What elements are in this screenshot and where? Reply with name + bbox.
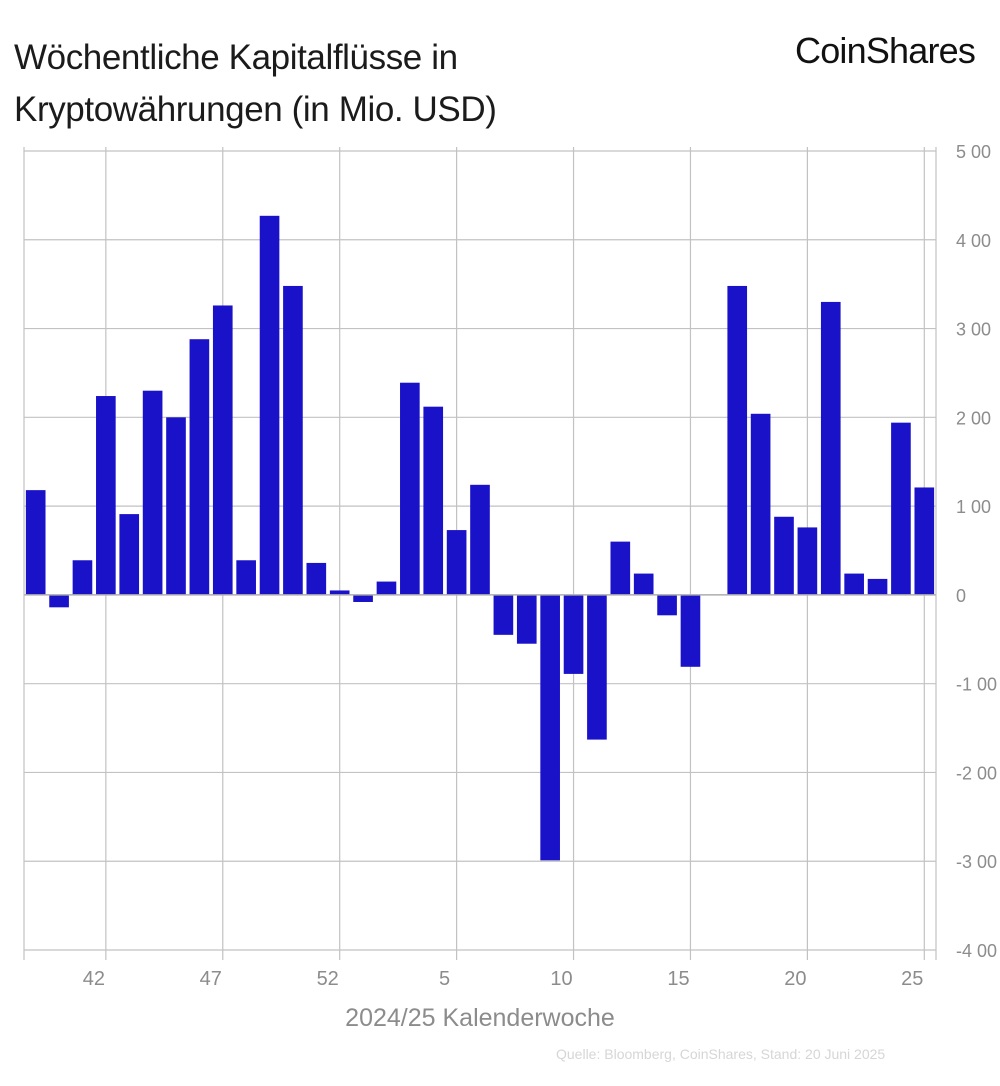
bar-week-47	[212, 305, 233, 595]
bar-week-24	[891, 422, 911, 595]
y-tick-label: -2 00	[956, 763, 997, 783]
bar-week-25	[914, 487, 935, 595]
y-tick-label: 3 00	[956, 320, 991, 340]
bar-week-51	[306, 562, 327, 595]
y-tick-label: -1 00	[956, 675, 997, 695]
chart-bars	[25, 215, 935, 861]
bar-week-8	[516, 594, 537, 644]
bar-week-44	[142, 390, 163, 595]
bar-week-15	[680, 594, 701, 667]
bar-week-40	[49, 594, 69, 608]
bar-week-23	[867, 578, 888, 595]
bar-week-1	[353, 594, 373, 602]
chart-title: Wöchentliche Kapitalflüsse in Kryptowähr…	[14, 32, 497, 136]
bar-week-45	[166, 417, 186, 595]
x-tick-label: 42	[83, 968, 105, 990]
x-axis-label: 2024/25 Kalenderwoche	[345, 1004, 615, 1032]
bar-week-42	[96, 396, 116, 595]
x-tick-label: 52	[317, 968, 339, 990]
bar-week-17	[727, 285, 748, 595]
bar-week-41	[72, 560, 93, 595]
x-tick-label: 25	[901, 968, 923, 990]
source-note: Quelle: Bloomberg, CoinShares, Stand: 20…	[556, 1046, 886, 1062]
y-tick-label: 2 00	[956, 408, 991, 428]
bar-week-21	[820, 301, 841, 595]
bar-week-46	[189, 339, 210, 595]
bar-week-19	[774, 516, 794, 595]
bar-week-5	[446, 530, 467, 595]
bar-week-9	[540, 594, 560, 861]
bar-week-49	[259, 215, 280, 595]
y-tick-label: -4 00	[956, 941, 997, 961]
bar-week-11	[587, 594, 607, 740]
bar-week-13	[633, 573, 654, 595]
bar-week-7	[493, 594, 514, 635]
y-tick-label: 5 00	[956, 142, 991, 162]
bar-week-2	[376, 581, 397, 595]
y-tick-label: 1 00	[956, 497, 991, 517]
coinshares-logo: CoinShares	[795, 30, 976, 71]
y-axis-ticks: 5 00 4 00 3 00 2 00 1 00 0 -1 00 -2 00 -3 00 -4 0…	[956, 142, 997, 961]
bar-week-52	[329, 590, 350, 595]
x-axis-ticks: 42 47 52 5 10 15 20 25	[83, 968, 924, 990]
bar-week-18	[750, 413, 771, 595]
bar-week-48	[236, 560, 256, 595]
x-tick-label: 15	[667, 968, 689, 990]
bar-week-20	[797, 527, 818, 595]
x-tick-label: 5	[439, 968, 450, 990]
bar-week-4	[423, 406, 444, 595]
bar-week-39	[25, 490, 46, 595]
x-tick-label: 47	[200, 968, 222, 990]
bar-week-14	[657, 594, 677, 616]
x-tick-label: 10	[550, 968, 572, 990]
bar-week-50	[283, 285, 303, 595]
bar-week-22	[844, 573, 864, 595]
bar-week-3	[400, 382, 420, 595]
chart-title-line-2: Kryptowährungen (in Mio. USD)	[14, 90, 497, 129]
y-tick-label: 4 00	[956, 231, 991, 251]
bar-week-43	[119, 514, 140, 595]
bar-week-10	[563, 594, 584, 674]
bar-week-6	[470, 484, 490, 595]
y-tick-label: -3 00	[956, 852, 997, 872]
bar-week-12	[610, 541, 631, 595]
y-tick-label: 0	[956, 586, 966, 606]
chart-title-line-1: Wöchentliche Kapitalflüsse in	[14, 38, 458, 77]
x-tick-label: 20	[784, 968, 806, 990]
